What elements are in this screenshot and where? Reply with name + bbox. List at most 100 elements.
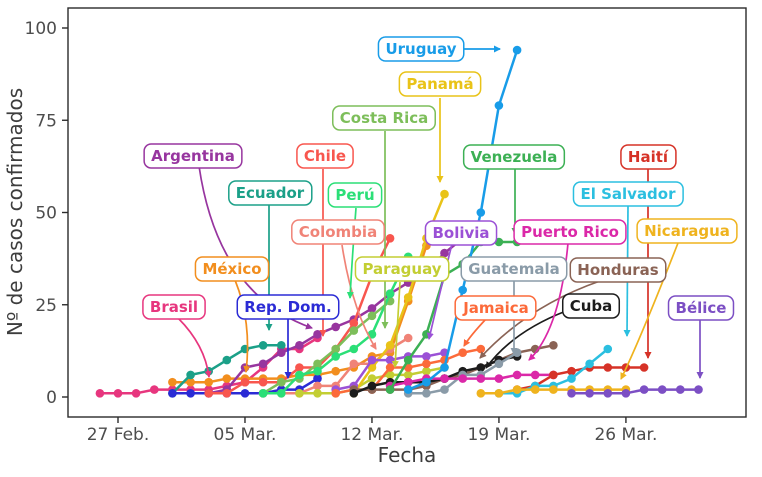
x-axis-tick-label-05-mar: 05 Mar.	[214, 425, 277, 445]
data-point-panama	[440, 189, 449, 199]
country-label-box-mexico	[194, 256, 270, 282]
data-point-chile	[295, 363, 304, 372]
country-label-bolivia: Bolivia	[424, 220, 498, 246]
data-point-mexico	[168, 377, 177, 387]
data-point-venezuela	[385, 385, 395, 394]
data-point-cuba	[476, 363, 486, 372]
data-point-mexico	[222, 374, 232, 383]
data-point-argentina	[367, 304, 377, 313]
data-point-costa-rica	[349, 326, 359, 335]
data-point-peru	[295, 370, 304, 380]
data-point-ecuador	[222, 355, 232, 365]
data-point-paraguay	[422, 366, 431, 376]
y-axis-tick-label-25: 25	[35, 296, 57, 316]
data-point-peru	[313, 366, 322, 376]
country-label-text-el-salvador: El Salvador	[580, 185, 676, 203]
data-point-brasil	[95, 389, 105, 398]
country-label-text-argentina: Argentina	[151, 147, 235, 165]
data-point-argentina	[240, 363, 250, 372]
country-label-box-venezuela	[462, 144, 566, 170]
data-point-peru	[349, 344, 359, 354]
data-point-brasil	[150, 385, 159, 394]
leader-arrow-colombia	[341, 244, 377, 350]
data-point-puerto-rico	[440, 374, 449, 383]
country-label-peru: Perú	[327, 182, 383, 208]
country-label-text-rep-dom: Rep. Dom.	[244, 298, 331, 316]
country-label-box-argentina	[143, 143, 243, 169]
country-label-box-brasil	[142, 294, 206, 320]
country-label-box-peru	[327, 182, 383, 208]
country-label-box-cuba	[561, 293, 621, 319]
country-label-text-chile: Chile	[304, 147, 346, 165]
data-point-rep-dom	[186, 389, 195, 398]
x-axis-tick-label-19-mar: 19 Mar.	[467, 425, 530, 445]
country-labels-layer: Brasil México Ecuador Rep. Dom. Argentina Chi…	[142, 36, 738, 321]
y-axis-tick-label-100: 100	[25, 19, 57, 39]
data-point-puerto-rico	[512, 370, 522, 380]
country-label-box-panama	[398, 71, 482, 97]
data-point-argentina	[440, 248, 449, 258]
data-point-guatemala	[422, 389, 431, 398]
data-point-costa-rica	[313, 359, 322, 369]
data-point-cuba	[367, 381, 377, 391]
plot-panel-border	[67, 7, 747, 418]
data-point-costa-rica	[331, 344, 341, 354]
data-point-uruguay	[476, 208, 486, 217]
data-point-belice	[603, 389, 613, 398]
country-label-box-rep-dom	[236, 294, 340, 320]
country-label-panama: Panamá	[398, 71, 482, 97]
country-label-box-nicaragua	[636, 218, 738, 244]
country-label-text-venezuela: Venezuela	[471, 148, 558, 166]
country-label-belice: Bélice	[667, 295, 735, 321]
country-label-box-colombia	[291, 219, 385, 245]
data-point-uruguay	[440, 363, 449, 372]
country-label-mexico: México	[194, 256, 270, 282]
country-label-box-bolivia	[424, 220, 498, 246]
data-point-chile	[385, 234, 395, 243]
data-point-rep-dom	[168, 389, 177, 398]
data-point-honduras	[549, 341, 558, 350]
country-label-text-panama: Panamá	[406, 75, 473, 93]
data-point-argentina	[313, 330, 322, 339]
data-point-haiti	[639, 363, 649, 372]
data-point-costa-rica	[277, 377, 286, 387]
country-label-guatemala: Guatemala	[460, 256, 568, 282]
data-point-rep-dom	[313, 374, 322, 383]
data-point-chile	[204, 389, 213, 398]
country-label-cuba: Cuba	[561, 293, 621, 319]
country-label-box-haiti	[620, 144, 677, 170]
data-point-nicaragua	[494, 389, 504, 398]
country-label-box-chile	[296, 143, 354, 169]
data-point-mexico	[204, 377, 213, 387]
data-point-el-salvador	[585, 359, 594, 369]
data-point-haiti	[549, 370, 558, 380]
series-uruguay	[403, 45, 522, 394]
country-label-text-ecuador: Ecuador	[236, 184, 305, 202]
data-point-venezuela	[403, 355, 413, 365]
country-label-text-guatemala: Guatemala	[468, 260, 559, 278]
data-series-layer	[95, 45, 703, 398]
data-point-chile	[240, 377, 250, 387]
data-point-haiti	[603, 363, 613, 372]
data-point-uruguay	[494, 101, 504, 110]
data-point-jamaica	[385, 363, 395, 372]
data-point-panama	[367, 363, 377, 372]
data-point-ecuador	[277, 341, 286, 350]
data-point-bolivia	[422, 352, 431, 361]
country-label-box-ecuador	[228, 180, 313, 206]
country-label-box-el-salvador	[572, 181, 684, 207]
leader-arrow-bolivia	[426, 243, 453, 340]
country-label-jamaica: Jamaica	[454, 295, 537, 321]
data-point-uruguay	[512, 45, 522, 55]
data-point-argentina	[331, 322, 341, 332]
country-label-box-puerto-rico	[513, 219, 627, 245]
data-point-jamaica	[476, 344, 486, 354]
data-point-ecuador	[258, 341, 268, 350]
leader-arrow-jamaica	[463, 318, 487, 347]
data-point-colombia	[349, 359, 359, 369]
data-point-bolivia	[385, 355, 395, 365]
country-label-colombia: Colombia	[291, 219, 385, 245]
data-point-guatemala	[440, 385, 449, 394]
data-point-jamaica	[331, 389, 341, 398]
data-point-costa-rica	[367, 311, 377, 321]
